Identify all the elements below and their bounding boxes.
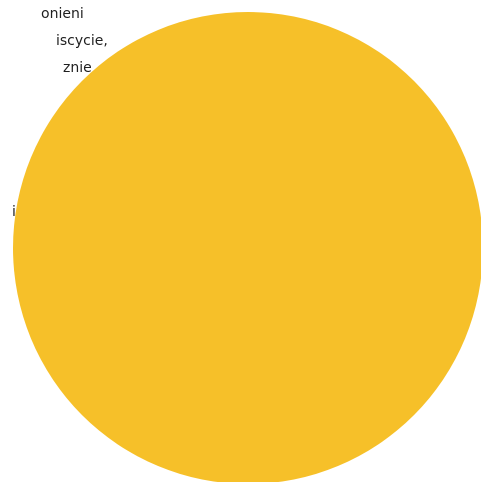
text-line-2: iscycie, bbox=[56, 33, 108, 49]
yellow-circle-shape bbox=[13, 12, 481, 482]
text-line-3: znie bbox=[63, 60, 92, 76]
text-line-4: i bbox=[12, 204, 16, 220]
text-line-1: onieni bbox=[41, 6, 84, 22]
